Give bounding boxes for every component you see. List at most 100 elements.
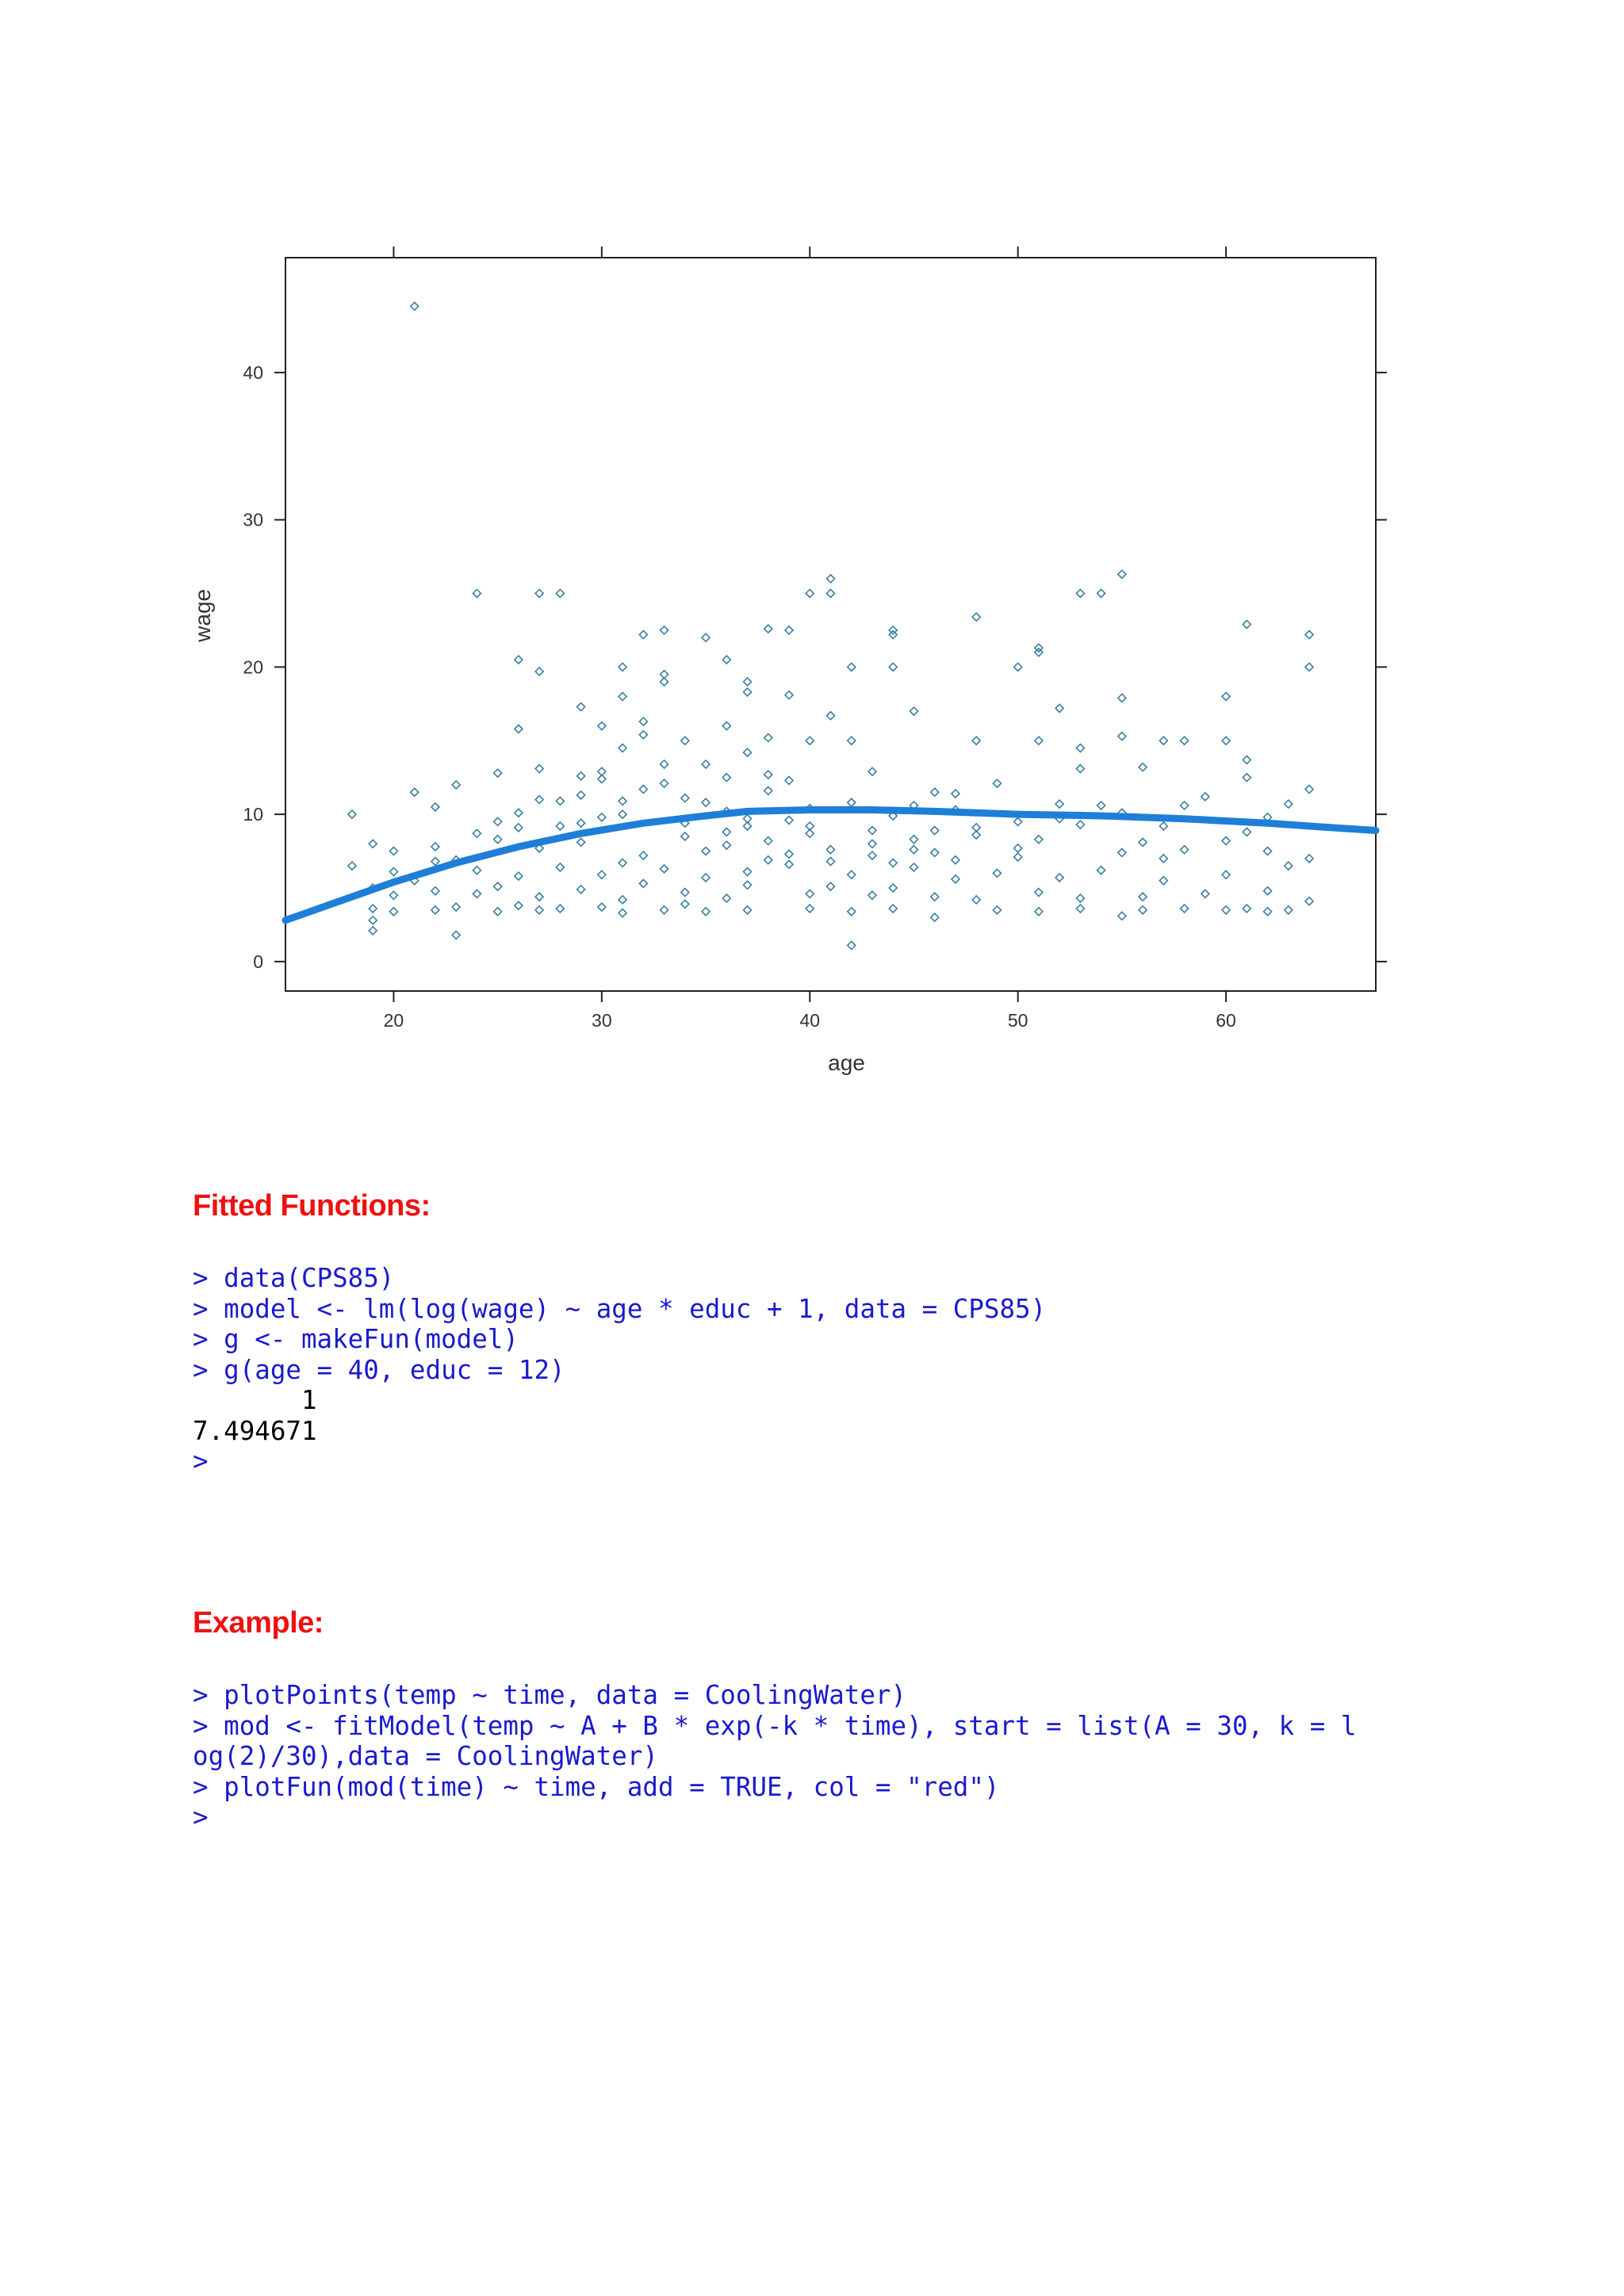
data-point — [867, 890, 878, 901]
data-point — [472, 865, 482, 875]
data-point — [929, 825, 940, 836]
y-tick-label: 40 — [243, 362, 263, 383]
data-point — [596, 812, 607, 822]
data-point — [722, 893, 732, 904]
data-point — [742, 821, 753, 832]
data-point — [680, 831, 690, 842]
data-point — [700, 798, 711, 808]
data-point — [576, 771, 586, 781]
data-point — [1220, 836, 1231, 846]
data-point — [929, 912, 940, 923]
data-point — [742, 747, 753, 758]
data-point — [783, 849, 795, 859]
data-point — [1304, 784, 1315, 794]
data-point — [389, 867, 399, 877]
data-point — [534, 666, 545, 677]
data-point — [513, 871, 524, 882]
data-point — [742, 880, 753, 890]
data-point — [1159, 821, 1169, 832]
data-point — [492, 817, 503, 827]
data-point — [846, 870, 856, 880]
data-point — [1220, 736, 1231, 746]
x-tick-label: 60 — [1216, 1010, 1236, 1031]
code-line: > — [193, 1446, 209, 1476]
data-point — [492, 834, 503, 844]
data-point — [950, 788, 961, 799]
data-point — [659, 778, 669, 789]
data-point — [825, 710, 836, 721]
data-point — [888, 625, 898, 636]
data-point — [389, 846, 399, 856]
data-point — [555, 588, 565, 599]
data-point — [513, 808, 524, 818]
data-point — [368, 839, 378, 849]
fitted-functions-heading: Fitted Functions: — [193, 1189, 431, 1223]
data-point — [1159, 875, 1169, 886]
code-line: > g <- makeFun(model) — [193, 1324, 519, 1354]
example-section: Example: > plotPoints(temp ~ time, data … — [193, 1606, 1357, 1833]
x-tick-label: 30 — [592, 1010, 612, 1031]
data-point — [1220, 905, 1231, 915]
data-point — [1242, 755, 1252, 765]
data-point — [1159, 736, 1169, 746]
data-point — [1116, 911, 1127, 921]
scatter-plot-svg: 20 30 40 50 60 0 10 20 30 40 age wage — [190, 247, 1387, 1075]
data-point — [1075, 819, 1086, 830]
data-point — [971, 612, 982, 622]
data-point — [1116, 848, 1127, 858]
data-point — [950, 874, 961, 884]
scatter-plot: 20 30 40 50 60 0 10 20 30 40 age wage — [182, 230, 1404, 1110]
data-point — [1220, 870, 1231, 880]
data-point — [722, 772, 732, 783]
data-point — [888, 629, 898, 640]
data-point — [1137, 905, 1148, 915]
data-point — [763, 786, 773, 796]
data-point — [971, 736, 982, 746]
data-point — [763, 623, 773, 634]
data-point — [867, 839, 878, 849]
data-point — [638, 729, 649, 740]
data-point — [783, 625, 795, 636]
data-point — [638, 878, 649, 889]
fitted-functions-code: > data(CPS85) > model <- lm(log(wage) ~ a… — [193, 1263, 1046, 1477]
data-point — [555, 903, 565, 914]
data-point — [659, 863, 669, 874]
data-point — [555, 862, 565, 873]
data-point — [430, 905, 441, 915]
data-point — [1096, 865, 1106, 875]
data-point — [389, 906, 399, 916]
data-point — [700, 872, 711, 883]
code-line: og(2)/30),data = CoolingWater) — [193, 1741, 658, 1771]
data-point — [742, 687, 753, 698]
data-point — [617, 691, 628, 702]
plot-frame — [285, 257, 1377, 992]
data-point — [846, 940, 856, 951]
x-tick-label: 50 — [1008, 1010, 1028, 1031]
data-point — [763, 769, 773, 780]
data-point — [617, 796, 628, 806]
data-point — [472, 588, 482, 599]
data-point — [909, 834, 919, 844]
data-point — [596, 870, 607, 880]
data-point — [534, 891, 545, 902]
data-point — [825, 856, 836, 867]
data-point — [763, 836, 773, 846]
data-point — [783, 690, 795, 700]
data-point — [409, 787, 419, 798]
data-point — [1033, 906, 1044, 916]
data-point — [1137, 891, 1148, 902]
data-point — [846, 736, 856, 746]
data-point — [722, 654, 732, 665]
data-point — [1033, 736, 1044, 746]
data-point — [638, 784, 649, 794]
data-point — [534, 588, 545, 599]
data-point — [492, 906, 503, 916]
data-point — [492, 881, 503, 892]
data-point — [992, 868, 1002, 878]
data-point — [513, 654, 524, 665]
code-line: > g(age = 40, educ = 12) — [193, 1354, 565, 1385]
data-point — [513, 822, 524, 832]
data-point — [1137, 762, 1148, 772]
data-point — [700, 846, 711, 856]
data-point — [1262, 886, 1273, 896]
